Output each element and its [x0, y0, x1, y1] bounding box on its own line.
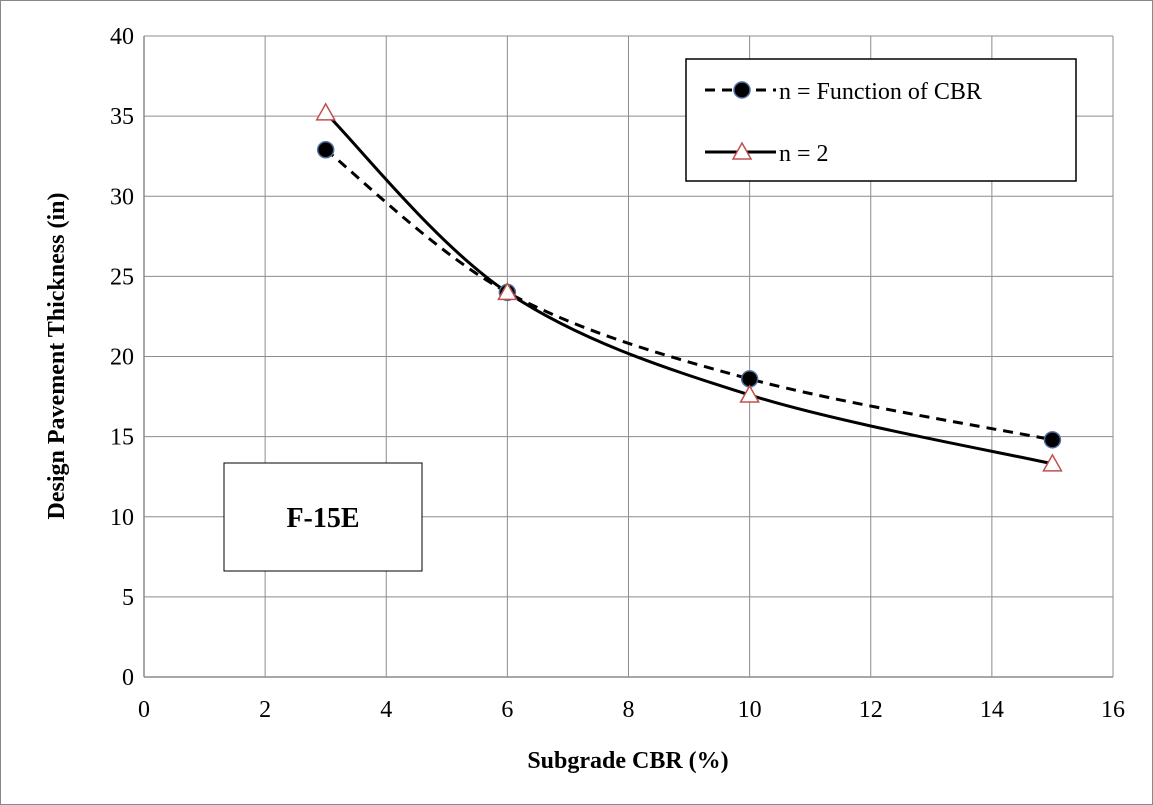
- x-tick-label: 4: [380, 697, 392, 723]
- series-2-point: [315, 102, 336, 121]
- series-2-point: [497, 281, 518, 301]
- y-tick-label: 25: [110, 264, 134, 290]
- legend-marker-series-1: [733, 81, 751, 99]
- x-tick-label: 8: [623, 697, 635, 723]
- series-1-point: [316, 141, 335, 159]
- grid-layer: [143, 35, 1114, 678]
- tick-layer: 0 2 4 6 8 10 12 14 16 0 5 10 15 20 25 30 35 40: [110, 24, 1125, 723]
- annotation-frame: [223, 462, 423, 572]
- x-tick-label: 2: [259, 697, 271, 723]
- x-tick-label: 10: [738, 697, 762, 723]
- series-2-line: [324, 111, 1053, 466]
- series-2-point: [1042, 453, 1063, 472]
- legend-label-series-1: n = Function of CBR: [779, 79, 982, 105]
- series-2-point: [739, 384, 760, 403]
- y-tick-label: 5: [122, 585, 134, 611]
- x-tick-label: 14: [980, 697, 1004, 723]
- y-tick-label: 30: [110, 184, 134, 210]
- legend-frame: [685, 58, 1077, 182]
- x-tick-label: 0: [138, 697, 150, 723]
- y-tick-label: 0: [122, 665, 134, 691]
- y-tick-label: 40: [110, 24, 134, 50]
- x-tick-label: 16: [1101, 697, 1125, 723]
- x-axis-title: Subgrade CBR (%): [527, 748, 728, 774]
- x-tick-label: 12: [859, 697, 883, 723]
- series-layer: [315, 102, 1063, 472]
- y-tick-label: 20: [110, 345, 134, 371]
- series-1-line: [324, 148, 1053, 442]
- series-1-point: [1043, 431, 1062, 449]
- x-tick-label: 6: [501, 697, 513, 723]
- legend-marker-series-2: [731, 141, 753, 160]
- y-tick-label: 10: [110, 505, 134, 531]
- y-tick-label: 15: [110, 425, 134, 451]
- annotation-box: F-15E: [223, 462, 423, 572]
- legend: n = Function of CBR n = 2: [685, 58, 1077, 182]
- y-tick-label: 35: [110, 104, 134, 130]
- annotation-label: F-15E: [286, 503, 359, 534]
- legend-label-series-2: n = 2: [779, 141, 829, 167]
- y-axis-title: Design Pavement Thickness (in): [44, 193, 70, 520]
